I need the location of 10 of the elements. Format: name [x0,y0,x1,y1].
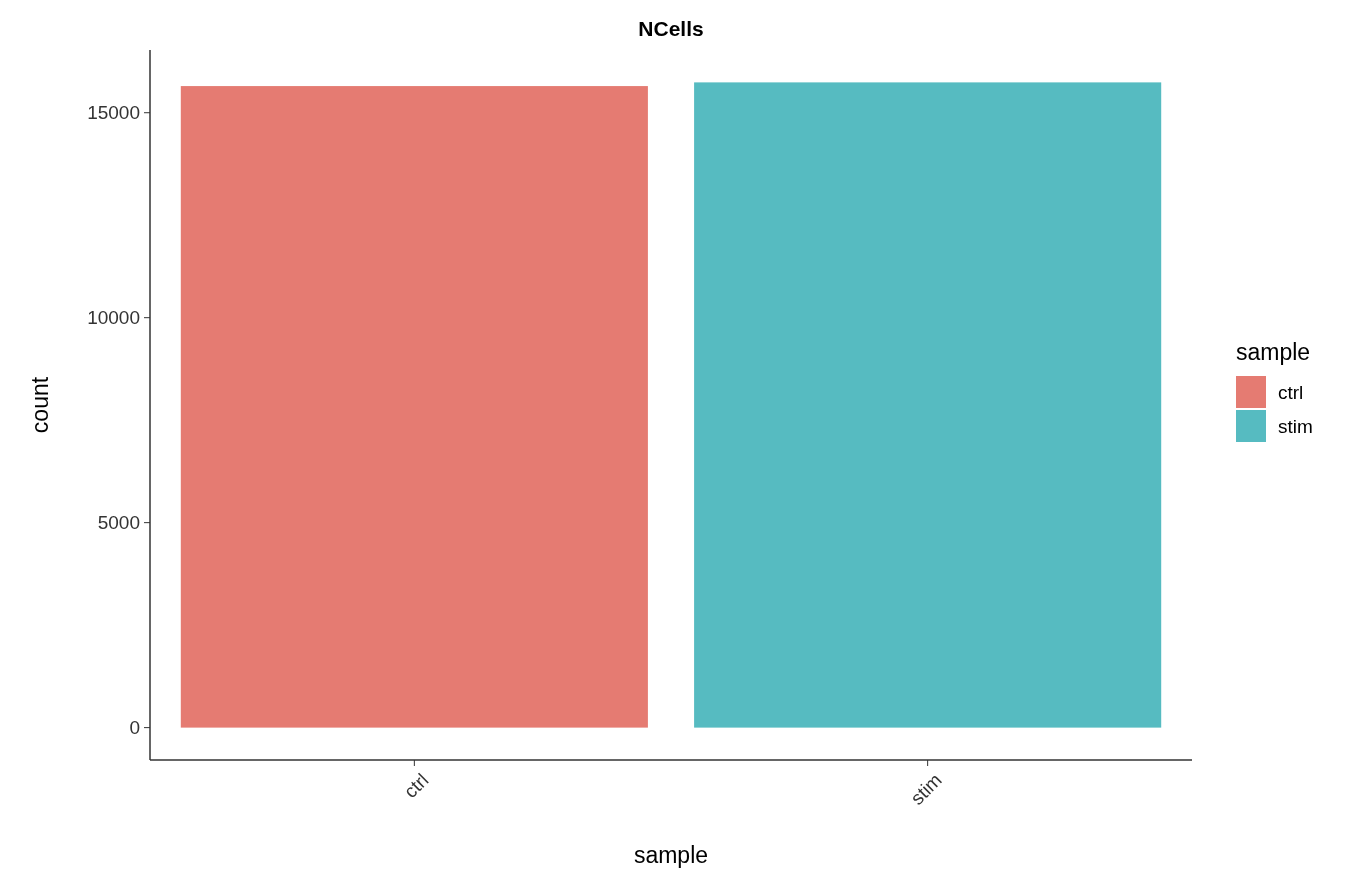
legend-title: sample [1236,339,1311,365]
legend-label: stim [1278,415,1313,437]
y-tick-label: 0 [129,717,140,739]
y-tick-label: 5000 [97,512,140,534]
y-tick-label: 15000 [87,102,140,124]
y-tick-label: 10000 [87,307,140,329]
y-axis-title: count [27,376,53,434]
legend-label: ctrl [1278,381,1304,403]
x-axis-title: sample [633,842,709,868]
chart-title: NCells [638,17,704,40]
